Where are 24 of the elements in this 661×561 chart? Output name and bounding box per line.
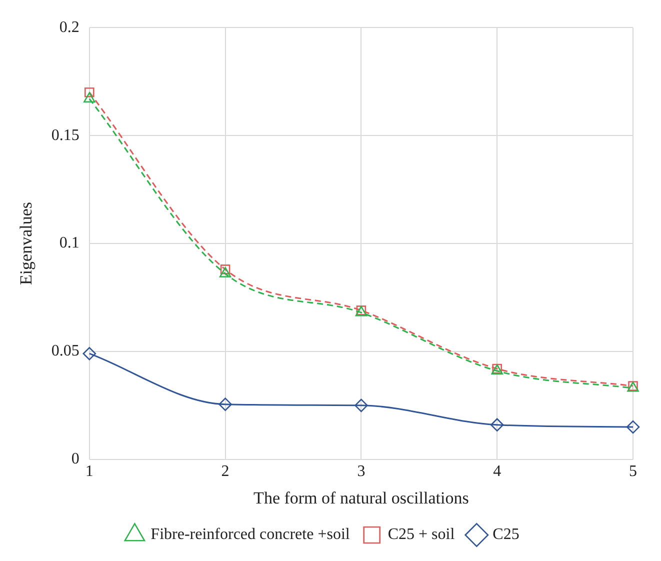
y-tick-label: 0.05 (51, 342, 80, 360)
point (626, 420, 640, 434)
point (354, 398, 368, 412)
y-axis-title: Eigenvalues (16, 202, 36, 286)
point (84, 92, 96, 102)
point (220, 264, 230, 274)
legend-label: Fibre-reinforced concrete +soil (150, 526, 350, 544)
x-tick-label: 5 (629, 463, 637, 480)
point (84, 87, 94, 98)
point (82, 346, 96, 360)
legend-label: C25 + soil (388, 526, 456, 544)
x-tick-label: 3 (357, 463, 366, 480)
x-tick-label: 2 (221, 463, 230, 480)
y-tick-label: 0 (71, 450, 80, 468)
y-tick-label: 0.15 (51, 126, 80, 144)
x-axis-title: The form of natural oscillations (254, 488, 469, 508)
point (219, 267, 232, 278)
y-tick-label: 0.1 (59, 234, 80, 252)
y-tick-label: 0.2 (59, 18, 80, 36)
x-tick-label: 1 (85, 463, 94, 480)
x-tick-label: 4 (493, 463, 502, 480)
point (218, 398, 232, 411)
point (490, 418, 504, 432)
legend-label: C25 (492, 526, 520, 544)
